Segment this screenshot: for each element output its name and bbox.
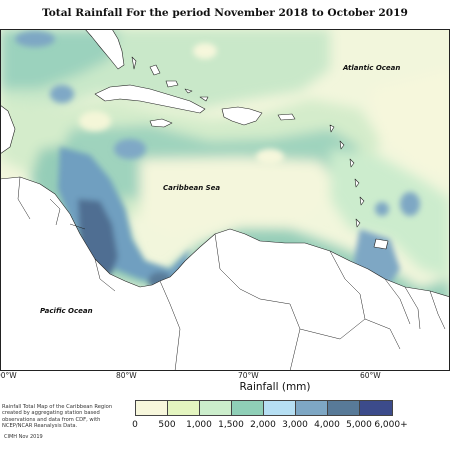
legend-swatch-7 — [360, 401, 392, 415]
legend-swatch-0 — [136, 401, 168, 415]
legend-tick-label: 0 — [132, 420, 138, 430]
longitude-label-60w: 60°W — [360, 371, 381, 380]
legend-tick-label: 5,000 — [346, 420, 372, 430]
data-source-note: Rainfall Total Map of the Caribbean Regi… — [2, 404, 113, 430]
pacific-ocean-label: Pacific Ocean — [40, 307, 93, 315]
legend-swatch-2 — [200, 401, 232, 415]
legend-tick-label: 2,000 — [250, 420, 276, 430]
legend-ticks: 0 500 1,000 1,500 2,000 3,000 4,000 5,000 6,000+ — [0, 420, 450, 432]
legend-title: Rainfall (mm) — [239, 381, 311, 393]
legend-tick-label: 500 — [158, 420, 176, 430]
legend-tick-label: 4,000 — [314, 420, 340, 430]
legend-swatch-5 — [296, 401, 328, 415]
legend-swatch-1 — [168, 401, 200, 415]
credit-label: CIMH Nov 2019 — [4, 434, 43, 440]
rainfall-map[interactable] — [0, 29, 450, 371]
legend-swatch-4 — [264, 401, 296, 415]
legend-tick-label: 1,000 — [186, 420, 212, 430]
legend-tick-label: 6,000+ — [374, 420, 408, 430]
legend-swatch-3 — [232, 401, 264, 415]
longitude-label-70w: 70°W — [238, 371, 259, 380]
legend-tick-label: 1,500 — [218, 420, 244, 430]
caribbean-sea-label: Caribbean Sea — [163, 184, 221, 192]
atlantic-ocean-label: Atlantic Ocean — [343, 64, 401, 72]
legend-tick-label: 3,000 — [282, 420, 308, 430]
map-title: Total Rainfall For the period November 2… — [42, 7, 408, 19]
legend-swatch-6 — [328, 401, 360, 415]
country-borders — [17, 176, 446, 371]
longitude-label-90w: 90°W — [0, 371, 17, 380]
legend-colorbar — [135, 400, 393, 416]
longitude-label-80w: 80°W — [116, 371, 137, 380]
